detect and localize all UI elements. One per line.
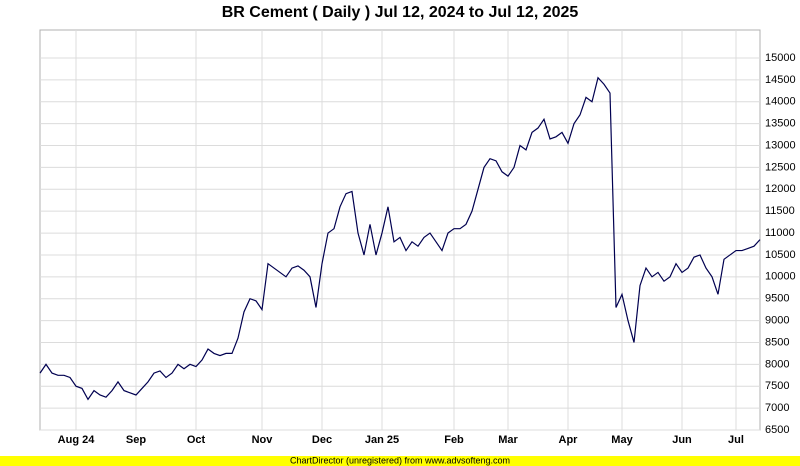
y-tick-label: 11500	[765, 205, 795, 217]
y-tick-label: 13500	[765, 118, 796, 130]
x-tick-label: Mar	[498, 434, 518, 446]
y-tick-label: 9000	[765, 314, 789, 326]
y-tick-label: 7000	[765, 402, 789, 414]
footer-bar	[0, 456, 800, 466]
y-tick-label: 9500	[765, 293, 789, 305]
x-tick-label: Jan 25	[365, 434, 399, 446]
y-tick-label: 7500	[765, 380, 789, 392]
y-tick-label: 6500	[765, 424, 789, 436]
y-tick-label: 14000	[765, 96, 796, 108]
y-tick-label: 12000	[765, 183, 796, 195]
y-tick-label: 8000	[765, 358, 789, 370]
marks	[39, 76, 761, 401]
x-tick-label: Jun	[672, 434, 692, 446]
x-tick-label: Feb	[444, 434, 464, 446]
y-tick-label: 15000	[765, 52, 796, 64]
y-tick-label: 11000	[765, 227, 795, 239]
chart-title: BR Cement ( Daily ) Jul 12, 2024 to Jul …	[222, 4, 579, 21]
x-tick-label: Dec	[312, 434, 332, 446]
plot-area	[39, 29, 761, 431]
footer: ChartDirector (unregistered) from www.ad…	[290, 455, 510, 465]
x-tick-label: Aug 24	[58, 434, 96, 446]
x-tick-label: Apr	[559, 434, 579, 446]
x-tick-label: May	[611, 434, 633, 446]
y-tick-label: 8500	[765, 336, 789, 348]
y-tick-label: 10000	[765, 271, 796, 283]
y-tick-label: 14500	[765, 74, 796, 86]
x-tick-label: Sep	[126, 434, 146, 446]
y-tick-label: 10500	[765, 249, 796, 261]
x-tick-label: Oct	[187, 434, 206, 446]
x-tick-label: Jul	[728, 434, 744, 446]
y-tick-label: 13000	[765, 139, 796, 151]
x-tick-label: Nov	[252, 434, 274, 446]
grid	[40, 30, 760, 431]
price-line	[39, 76, 761, 401]
y-tick-label: 12500	[765, 161, 796, 173]
